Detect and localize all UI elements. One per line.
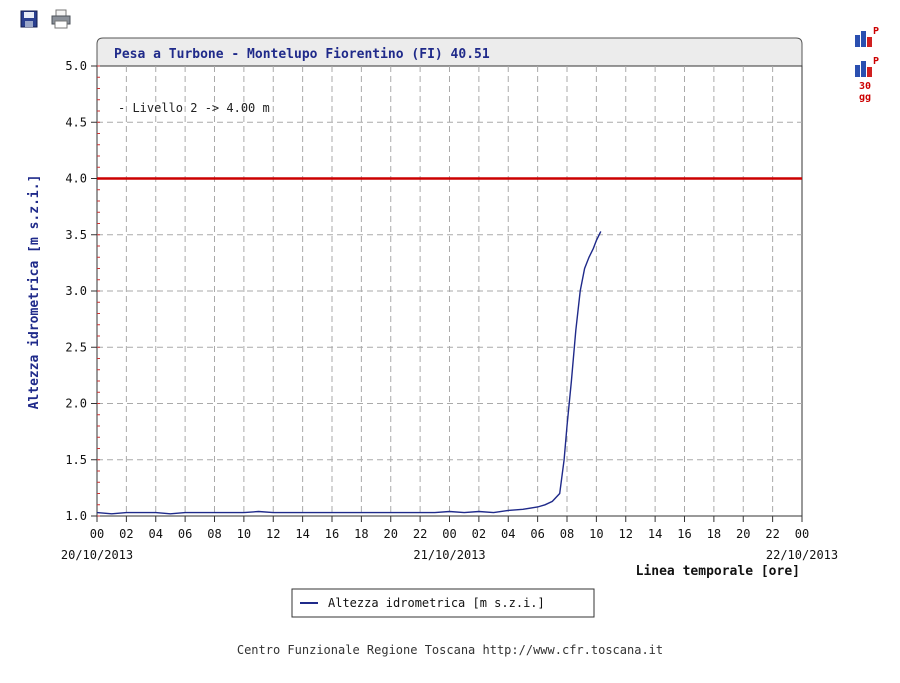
x-tick-label: 10 (237, 527, 251, 541)
y-axis: 1.0 1.5 2.0 2.5 3.0 3.5 4.0 4.5 5.0 (65, 59, 100, 523)
x-tick-label: 08 (207, 527, 221, 541)
chart30-days: 30 (859, 81, 871, 92)
save-icon[interactable] (20, 10, 38, 28)
y-tick-label: 1.0 (65, 509, 87, 523)
x-tick-label: 00 (442, 527, 456, 541)
x-tick-label: 06 (530, 527, 544, 541)
date-labels: 20/10/2013 21/10/2013 22/10/2013 (61, 548, 838, 562)
date-label: 21/10/2013 (413, 548, 485, 562)
x-tick-label: 04 (149, 527, 163, 541)
footer-credit: Centro Funzionale Regione Toscana http:/… (236, 643, 664, 657)
y-tick-label: 2.0 (65, 397, 87, 411)
x-tick-label: 14 (648, 527, 662, 541)
date-label: 22/10/2013 (766, 548, 838, 562)
x-tick-label: 02 (472, 527, 486, 541)
chart30-badge: P (873, 56, 879, 67)
x-tick-label: 18 (707, 527, 721, 541)
bar-chart-icon[interactable]: P (853, 25, 883, 49)
x-tick-label: 18 (354, 527, 368, 541)
x-tick-label: 00 (90, 527, 104, 541)
chart-title: Pesa a Turbone - Montelupo Fiorentino (F… (114, 47, 490, 62)
x-tick-label: 12 (619, 527, 633, 541)
legend (291, 588, 595, 618)
x-tick-label: 22 (765, 527, 779, 541)
date-label: 20/10/2013 (61, 548, 133, 562)
grid (97, 66, 802, 516)
x-tick-label: 08 (560, 527, 574, 541)
y-tick-label: 3.0 (65, 284, 87, 298)
x-axis: 00 02 04 06 08 10 12 14 16 18 20 22 00 02 04 06 08 10 12 14… (90, 516, 809, 541)
legend-label: Altezza idrometrica [m s.z.i.] (328, 596, 545, 610)
x-tick-label: 16 (325, 527, 339, 541)
chart-badge: P (873, 26, 879, 37)
x-tick-label: 10 (589, 527, 603, 541)
title-bar (96, 37, 803, 67)
y-tick-label: 4.0 (65, 172, 87, 186)
y-tick-label: 4.5 (65, 115, 87, 129)
bar-chart-30-days-icon[interactable]: P 30 gg (853, 55, 883, 103)
water-level-chart: Pesa a Turbone - Montelupo Fiorentino (F… (27, 37, 838, 618)
threshold-label: - Livello 2 -> 4.00 m (118, 101, 270, 115)
x-tick-label: 22 (413, 527, 427, 541)
x-tick-label: 00 (795, 527, 809, 541)
x-tick-label: 20 (736, 527, 750, 541)
y-tick-label: 3.5 (65, 228, 87, 242)
printer-icon[interactable] (50, 9, 72, 29)
x-tick-label: 04 (501, 527, 515, 541)
x-tick-label: 20 (384, 527, 398, 541)
x-tick-label: 06 (178, 527, 192, 541)
x-tick-label: 16 (677, 527, 691, 541)
series-line (96, 231, 602, 515)
x-tick-label: 02 (119, 527, 133, 541)
x-tick-label: 12 (266, 527, 280, 541)
y-axis-label: Altezza idrometrica [m s.z.i.] (27, 175, 42, 410)
y-tick-label: 1.5 (65, 453, 87, 467)
x-axis-label: Linea temporale [ore] (636, 564, 800, 579)
x-tick-label: 14 (295, 527, 309, 541)
chart30-unit: gg (859, 92, 871, 103)
y-tick-label: 2.5 (65, 340, 87, 354)
y-tick-label: 5.0 (65, 59, 87, 73)
